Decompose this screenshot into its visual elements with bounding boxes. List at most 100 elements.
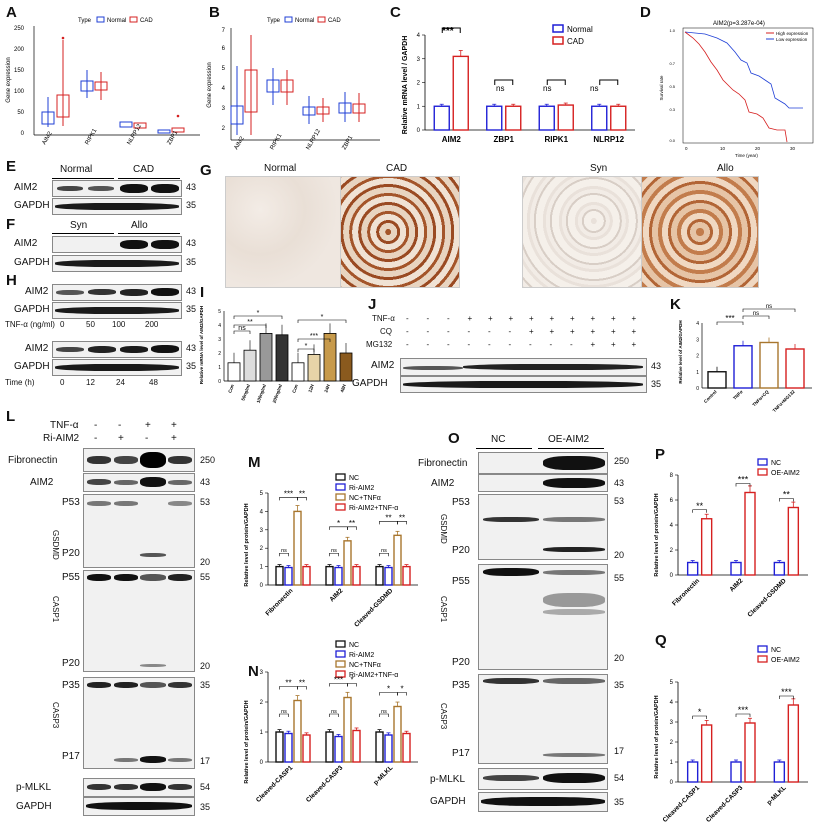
bar [325, 565, 334, 586]
panel-label-i: I [200, 284, 205, 301]
sig-label: ** [385, 513, 391, 522]
l-ri-label: Ri-AIM2 [43, 433, 80, 444]
legend-label: Ri-AIM2+TNF-α [349, 505, 398, 512]
d-ytick: 1.0 [669, 28, 675, 33]
sig-label: ns [281, 709, 287, 715]
x-tick-label: Con [291, 383, 299, 393]
bar [375, 731, 384, 763]
legend-cad-label: CAD [140, 18, 153, 24]
j-cell: + [631, 327, 637, 336]
l-row-p35: P35 [62, 680, 80, 691]
bar [243, 349, 257, 382]
b-ytick: 2 [222, 126, 226, 132]
sig-label: ** [299, 489, 305, 498]
b-xtick: AIM2 [234, 135, 247, 150]
j-cell: + [467, 314, 473, 323]
bar [773, 761, 786, 783]
legend-swatch [335, 660, 346, 668]
y-tick-label: 3 [670, 720, 674, 726]
panel-m-chart: Relative level of protein/GAPDH NC Ri-AIM… [244, 473, 418, 629]
legend-swatch [757, 645, 768, 653]
a-xtick: RIPK1 [85, 127, 99, 146]
j-cell: + [631, 340, 637, 349]
sig-bracket [546, 79, 566, 85]
j-cell: - [508, 327, 512, 336]
o-row-gsdmd: GSDMD [439, 514, 448, 544]
x-tick-label: AIM2 [728, 577, 744, 593]
y-tick-label: 3 [260, 670, 264, 676]
panel-label-p: P [655, 446, 666, 463]
x-tick-label: Cleaved-CASP3 [305, 764, 345, 804]
bar [402, 565, 411, 586]
legend-label: Ri-AIM2 [349, 652, 374, 659]
g-label-cad: CAD [386, 163, 408, 174]
bar [433, 105, 450, 131]
bar [291, 362, 305, 382]
l-mw: 20 [200, 661, 211, 671]
j-cell: + [611, 327, 616, 336]
panel-label-e: E [6, 158, 17, 175]
j-cell: + [611, 314, 616, 323]
sig-bracket [347, 683, 357, 687]
y-tick-label: 2 [670, 740, 674, 746]
x-tick-label: TNFα+MG132 [772, 389, 796, 413]
x-tick-label: 200ng/ml [272, 384, 283, 404]
legend-swatch [335, 650, 346, 658]
sig-label: ns [238, 325, 246, 332]
f-mw-43: 43 [186, 238, 197, 248]
j-cell: - [406, 327, 409, 336]
bar [686, 561, 699, 576]
ihc-normal-image [225, 176, 341, 288]
l-mw: 53 [200, 497, 211, 507]
o-gapdh-blot [478, 792, 608, 812]
e-cad-header: CAD [133, 164, 155, 175]
ihc-allo-image [641, 176, 759, 288]
o-row-p55: P55 [452, 576, 470, 587]
legend-label: NC+TNFα [349, 662, 381, 669]
sig-bracket [297, 338, 331, 342]
legend-swatch [757, 655, 768, 663]
sig-bracket [779, 498, 794, 502]
h1-gapdh-blot [52, 302, 182, 319]
y-tick-label: 0 [670, 780, 674, 786]
e-aim2-blot [52, 180, 182, 197]
o-row-p53: P53 [452, 497, 470, 508]
y-tick-label: 0 [417, 128, 421, 134]
panel-k-chart: Relative level of AIM2/GAPDH 0 1 2 3 4 Contro… [678, 304, 812, 413]
l-gsdmd-blot [83, 494, 195, 568]
panel-label-c: C [390, 4, 401, 21]
c-legend-cad: CAD [567, 37, 584, 46]
bar [227, 362, 241, 382]
y-tick-label: 4 [260, 509, 264, 515]
y-tick-label: 4 [670, 523, 674, 529]
l-mw: 35 [200, 802, 211, 812]
e-row-gapdh: GAPDH [14, 200, 50, 211]
sig-bracket [397, 692, 407, 696]
legend-swatch [335, 473, 346, 481]
b-ytick: 3 [222, 106, 226, 112]
b-ytick: 5 [222, 66, 226, 72]
sig-bracket [379, 552, 389, 557]
sig-bracket [297, 348, 315, 352]
j-cell: + [590, 314, 596, 323]
legend-normal-label: Normal [107, 18, 126, 24]
sig-bracket [779, 695, 794, 699]
a-ytick: 0 [21, 131, 25, 137]
bar [343, 540, 352, 586]
c-legend-normal-swatch [552, 24, 564, 33]
bar [275, 565, 284, 586]
bar [284, 732, 293, 763]
sig-bracket [742, 315, 770, 319]
l-mw: 250 [200, 455, 216, 465]
sig-label: *** [310, 333, 318, 340]
i-ytick: 5 [218, 309, 221, 315]
e-mw-43: 43 [186, 182, 197, 192]
y-tick-label: 6 [670, 498, 674, 504]
l-row-gsdmd: GSDMD [51, 530, 60, 560]
j-cell: + [529, 327, 534, 336]
b-ytick: 6 [222, 46, 226, 52]
panel-label-l: L [6, 408, 16, 425]
legend-swatch [757, 458, 768, 466]
x-tick-label: Cleaved-GSDMD [353, 587, 394, 628]
j-cell: + [549, 314, 555, 323]
